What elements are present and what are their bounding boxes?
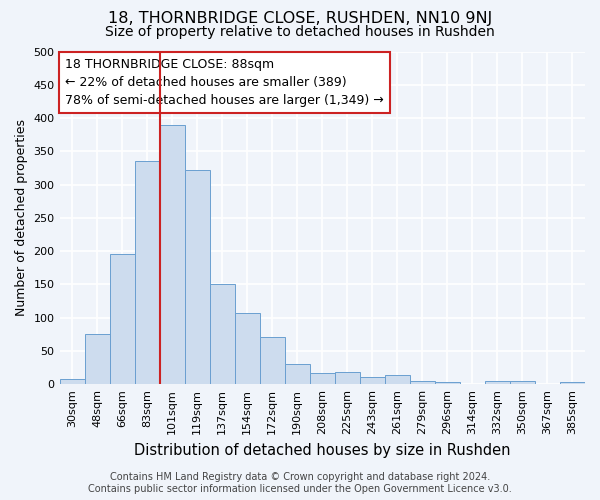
Bar bbox=[260, 337, 285, 384]
Bar bbox=[285, 364, 310, 384]
X-axis label: Distribution of detached houses by size in Rushden: Distribution of detached houses by size … bbox=[134, 442, 511, 458]
Bar bbox=[410, 381, 435, 384]
Bar bbox=[310, 373, 335, 384]
Bar bbox=[360, 377, 385, 384]
Bar bbox=[185, 170, 209, 384]
Bar bbox=[110, 254, 134, 384]
Y-axis label: Number of detached properties: Number of detached properties bbox=[15, 120, 28, 316]
Text: 18, THORNBRIDGE CLOSE, RUSHDEN, NN10 9NJ: 18, THORNBRIDGE CLOSE, RUSHDEN, NN10 9NJ bbox=[108, 12, 492, 26]
Bar bbox=[560, 382, 585, 384]
Bar bbox=[335, 372, 360, 384]
Bar bbox=[85, 334, 110, 384]
Text: Size of property relative to detached houses in Rushden: Size of property relative to detached ho… bbox=[105, 25, 495, 39]
Bar bbox=[385, 375, 410, 384]
Bar bbox=[160, 124, 185, 384]
Bar bbox=[59, 379, 85, 384]
Bar bbox=[485, 381, 510, 384]
Bar bbox=[435, 382, 460, 384]
Text: 18 THORNBRIDGE CLOSE: 88sqm
← 22% of detached houses are smaller (389)
78% of se: 18 THORNBRIDGE CLOSE: 88sqm ← 22% of det… bbox=[65, 58, 383, 107]
Bar bbox=[134, 160, 160, 384]
Bar bbox=[209, 284, 235, 384]
Bar bbox=[235, 313, 260, 384]
Bar bbox=[510, 381, 535, 384]
Text: Contains HM Land Registry data © Crown copyright and database right 2024.
Contai: Contains HM Land Registry data © Crown c… bbox=[88, 472, 512, 494]
